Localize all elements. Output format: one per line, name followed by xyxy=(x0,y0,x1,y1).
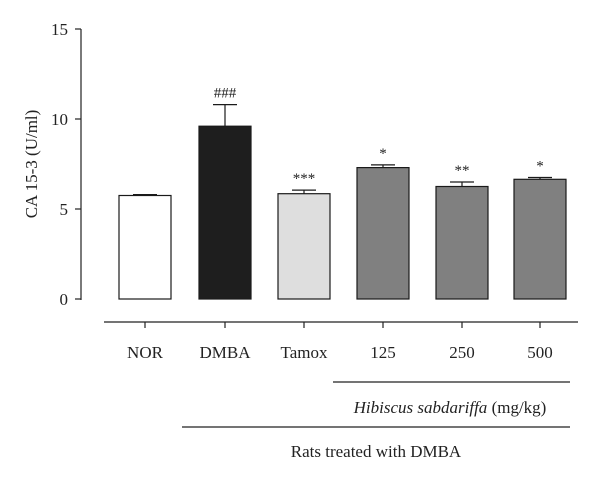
x-tick-labels: NOR DMBA Tamox 125 250 500 xyxy=(127,322,553,362)
bar-500 xyxy=(513,178,567,300)
y-tick-label: 5 xyxy=(60,200,69,219)
annotation-250: ** xyxy=(455,163,470,179)
annotation-500: * xyxy=(536,159,544,175)
bar-Tamox xyxy=(277,193,331,300)
x-tick-label: DMBA xyxy=(199,343,251,362)
bars xyxy=(118,125,567,300)
bar-DMBA xyxy=(198,125,252,300)
bar-250 xyxy=(435,185,489,300)
y-ticks: 0 5 10 15 xyxy=(51,20,81,309)
x-tick-label: Tamox xyxy=(281,343,328,362)
group-hibiscus-label: Hibiscus sabdariffa (mg/kg) xyxy=(353,398,547,417)
x-tick-label: 125 xyxy=(370,343,396,362)
axes xyxy=(80,29,578,323)
x-tick-label: 500 xyxy=(527,343,553,362)
x-tick-label: 250 xyxy=(449,343,475,362)
annotation-Tamox: *** xyxy=(293,171,316,187)
y-tick-label: 10 xyxy=(51,110,68,129)
annotation-DMBA: ### xyxy=(214,86,237,102)
y-tick-label: 15 xyxy=(51,20,68,39)
group-treated: Rats treated with DMBA xyxy=(182,426,570,461)
group-treated-label: Rats treated with DMBA xyxy=(291,442,462,461)
x-tick-label: NOR xyxy=(127,343,164,362)
y-axis-label: CA 15-3 (U/ml) xyxy=(22,110,41,219)
group-hibiscus-species: Hibiscus sabdariffa xyxy=(353,398,488,417)
group-hibiscus-unit: (mg/kg) xyxy=(487,398,546,417)
significance-annotations: ###****** * xyxy=(214,86,544,188)
error-bars xyxy=(133,103,552,196)
group-hibiscus: Hibiscus sabdariffa (mg/kg) xyxy=(333,381,570,417)
annotation-125: * xyxy=(379,146,387,162)
bar-125 xyxy=(356,167,410,300)
y-tick-label: 0 xyxy=(60,290,69,309)
bar-NOR xyxy=(118,194,172,300)
